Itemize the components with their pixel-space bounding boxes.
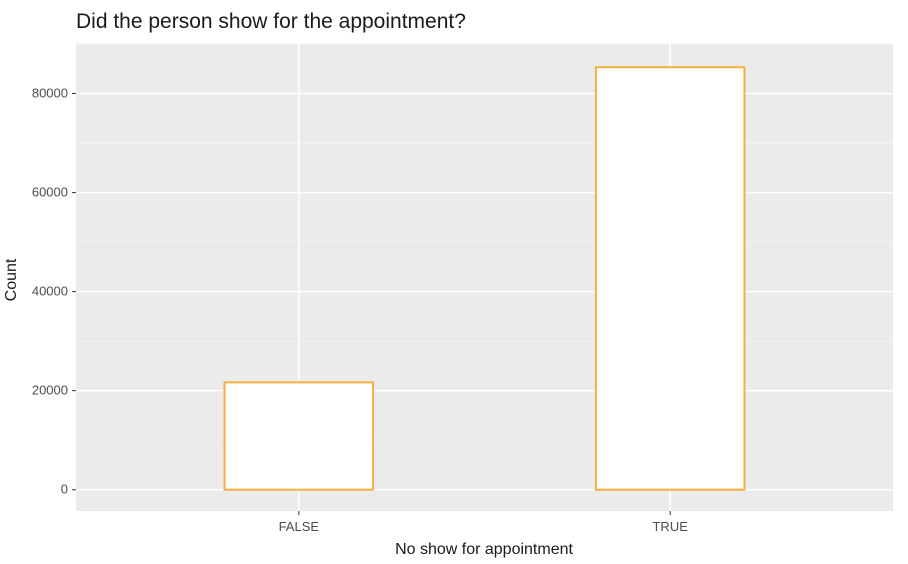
x-tick-label: TRUE bbox=[652, 519, 688, 534]
y-tick-label: 40000 bbox=[32, 284, 68, 299]
x-axis-title: No show for appointment bbox=[395, 541, 573, 558]
y-tick-label: 0 bbox=[61, 482, 68, 497]
plot-panel bbox=[76, 44, 893, 511]
y-axis: 0 20000 40000 60000 80000 bbox=[32, 86, 76, 497]
y-axis-title: Count bbox=[3, 258, 20, 301]
x-tick-label: FALSE bbox=[279, 519, 320, 534]
bar-true bbox=[594, 66, 746, 491]
bar-false bbox=[223, 381, 375, 491]
y-tick-label: 80000 bbox=[32, 86, 68, 101]
bars bbox=[223, 66, 746, 491]
x-axis: FALSE TRUE bbox=[279, 511, 688, 534]
y-tick-label: 20000 bbox=[32, 383, 68, 398]
y-tick-label: 60000 bbox=[32, 185, 68, 200]
chart-title: Did the person show for the appointment? bbox=[76, 10, 466, 33]
minor-gridlines bbox=[76, 43, 893, 441]
